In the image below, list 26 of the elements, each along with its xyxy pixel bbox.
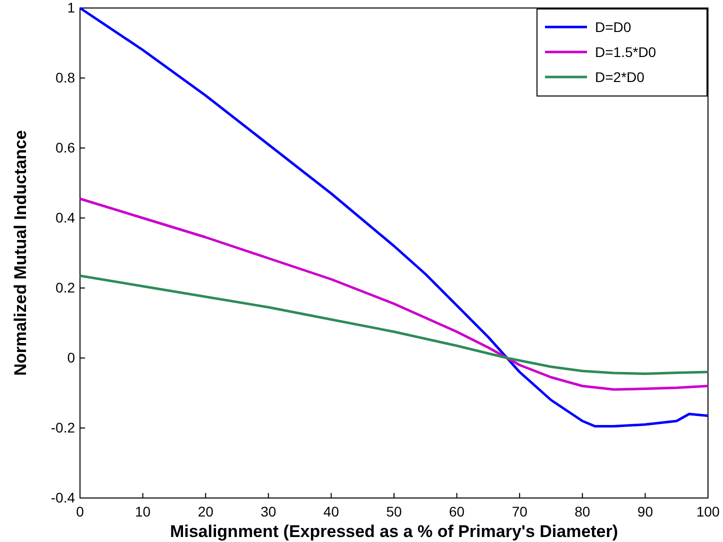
y-tick-label: -0.4 — [50, 489, 76, 506]
y-tick-label: 0.8 — [56, 69, 76, 86]
legend-label: D=D0 — [595, 19, 632, 35]
y-tick-label: -0.2 — [50, 419, 76, 436]
y-tick-label: 1 — [67, 0, 76, 16]
x-tick-label: 20 — [198, 503, 214, 520]
legend-label: D=2*D0 — [595, 69, 645, 85]
x-tick-label: 70 — [512, 503, 528, 520]
y-tick-label: 0.4 — [56, 209, 76, 226]
x-tick-label: 50 — [386, 503, 402, 520]
y-tick-label: 0.2 — [56, 279, 76, 296]
y-tick-label: 0.6 — [56, 139, 76, 156]
legend-label: D=1.5*D0 — [595, 44, 656, 60]
y-axis-title: Normalized Mutual Inductance — [11, 130, 30, 376]
x-tick-label: 90 — [637, 503, 654, 520]
line-series — [78, 198, 710, 391]
x-tick-label: 80 — [574, 503, 590, 520]
x-tick-label: 40 — [323, 503, 340, 520]
y-tick-label: 0 — [67, 349, 76, 366]
x-tick-label: 10 — [135, 503, 151, 520]
line-series — [78, 6, 710, 428]
x-axis-title: Misalignment (Expressed as a % of Primary's Diameter) — [170, 522, 618, 541]
x-tick-label: 60 — [449, 503, 465, 520]
x-tick-label: 30 — [260, 503, 276, 520]
x-tick-label: 100 — [696, 503, 720, 520]
line-series — [78, 274, 710, 375]
